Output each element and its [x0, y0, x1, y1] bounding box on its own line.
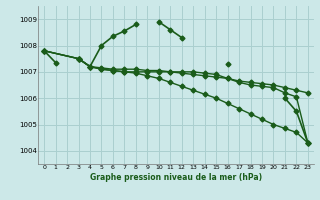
X-axis label: Graphe pression niveau de la mer (hPa): Graphe pression niveau de la mer (hPa)	[90, 173, 262, 182]
